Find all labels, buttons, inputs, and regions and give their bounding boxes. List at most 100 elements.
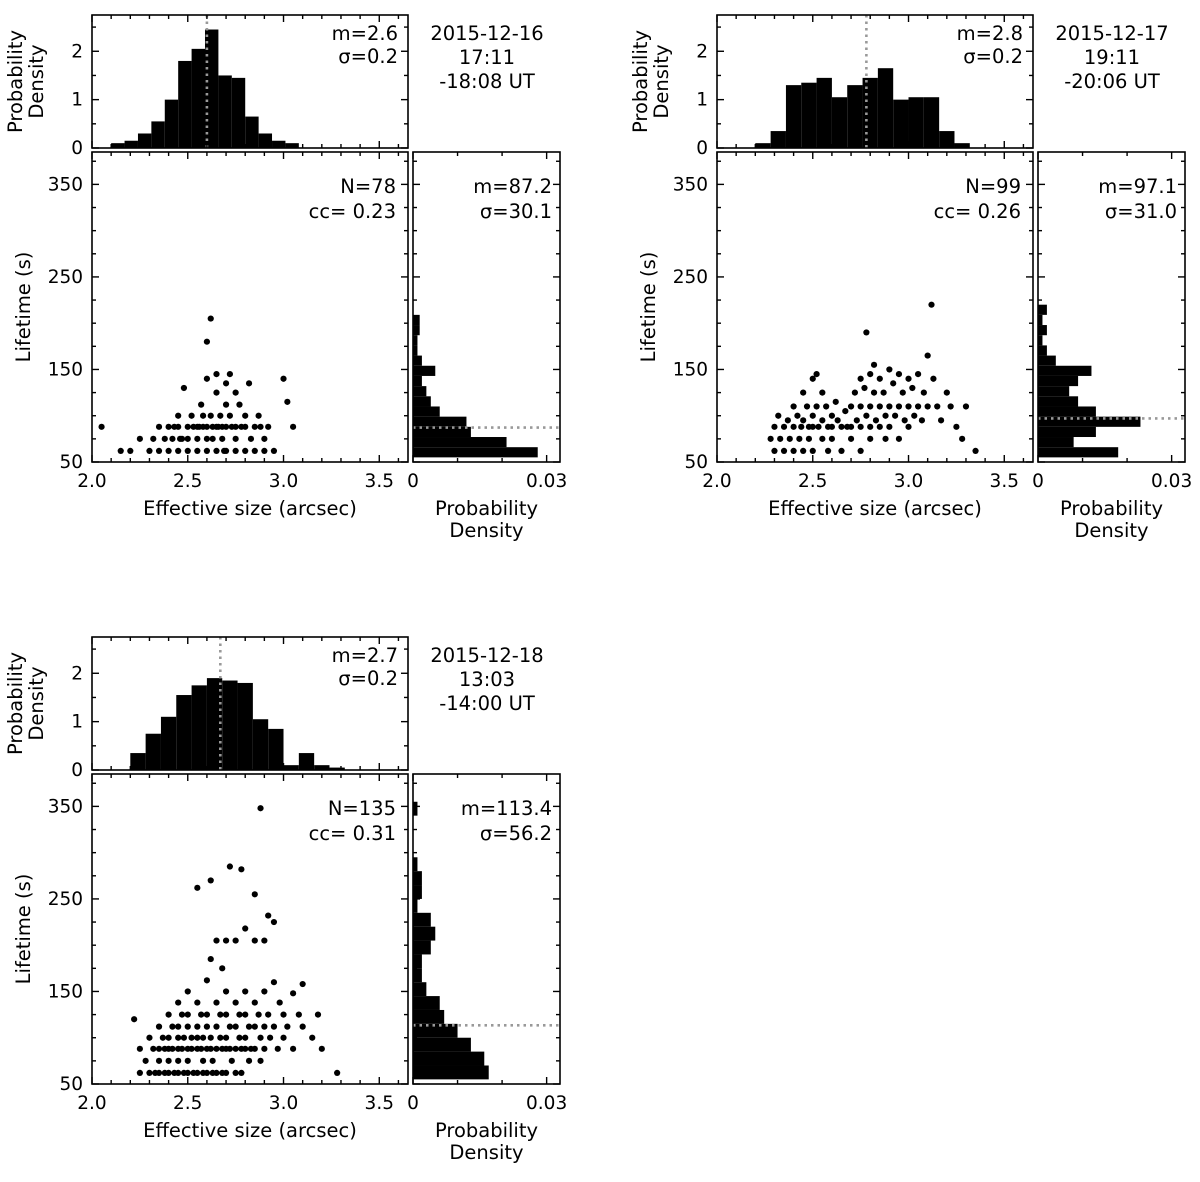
lifetime-histogram-bar bbox=[1038, 426, 1096, 438]
density-x-tick-label: 0.03 bbox=[526, 1093, 567, 1114]
scatter-point bbox=[928, 301, 935, 308]
scatter-point bbox=[790, 403, 797, 410]
sample-count-annotation: N=99 bbox=[965, 175, 1021, 198]
lifetime-mean-annotation: m=87.2 bbox=[473, 175, 552, 198]
scatter-point bbox=[819, 389, 826, 396]
scatter-point bbox=[242, 1034, 249, 1041]
scatter-point bbox=[217, 1011, 224, 1018]
scatter-point bbox=[242, 1011, 249, 1018]
scatter-point bbox=[207, 315, 214, 322]
scatter-point bbox=[295, 1011, 302, 1018]
scatter-point bbox=[959, 435, 966, 442]
scatter-point bbox=[872, 417, 880, 424]
scatter-point bbox=[175, 999, 182, 1006]
scatter-point bbox=[815, 423, 822, 430]
scatter-point bbox=[289, 990, 297, 997]
scatter-point bbox=[255, 412, 262, 419]
lifetime-histogram-bar bbox=[413, 1051, 485, 1066]
scatter-point bbox=[175, 412, 182, 419]
size-hist-axes-box bbox=[716, 14, 1034, 149]
scatter-point bbox=[251, 423, 258, 430]
scatter-point bbox=[236, 1034, 243, 1041]
scatter-point bbox=[188, 1034, 195, 1041]
size-histogram-bar bbox=[191, 685, 207, 770]
scatter-point bbox=[255, 1011, 262, 1018]
density-tick-label: 0 bbox=[71, 760, 83, 781]
density-tick-label: 0 bbox=[696, 138, 708, 159]
x-tick-label: 2.0 bbox=[702, 471, 731, 492]
scatter-point bbox=[155, 447, 163, 454]
size-histogram-bar bbox=[178, 60, 192, 149]
scatter-point bbox=[178, 435, 186, 442]
scatter-point bbox=[222, 447, 230, 454]
lifetime-histogram-bar bbox=[1038, 365, 1092, 376]
lifetime-histogram-bar bbox=[413, 1065, 489, 1080]
lifetime-histogram-bar bbox=[413, 355, 422, 366]
size-histogram-bar bbox=[268, 728, 284, 770]
scatter-point bbox=[203, 1011, 211, 1018]
x-axis-label: Effective size (arcsec) bbox=[143, 497, 357, 520]
scatter-point bbox=[880, 389, 887, 396]
lifetime-histogram-bar bbox=[413, 416, 467, 427]
scatter-point bbox=[261, 1023, 268, 1030]
x-tick-label: 2.0 bbox=[77, 471, 106, 492]
scatter-point bbox=[832, 398, 839, 405]
size-histogram-bar bbox=[954, 143, 970, 148]
scatter-point bbox=[895, 435, 903, 442]
scatter-point bbox=[217, 412, 224, 419]
scatter-point bbox=[194, 1023, 201, 1030]
density-tick-label: 1 bbox=[71, 712, 83, 733]
observation-date-annotation: 2015-12-18 bbox=[430, 644, 543, 667]
lifetime-histogram-bar bbox=[413, 1037, 471, 1052]
scatter-point bbox=[261, 447, 268, 454]
scatter-point bbox=[771, 423, 778, 430]
scatter-point bbox=[270, 918, 278, 926]
density-tick-label: 2 bbox=[696, 41, 708, 62]
right-density-axis-label: Probability bbox=[435, 497, 538, 520]
lifetime-histogram-bar bbox=[1038, 375, 1079, 387]
size-histogram-bar bbox=[258, 133, 273, 148]
density-tick-label: 0 bbox=[71, 138, 83, 159]
lifetime-histogram-bar bbox=[413, 365, 436, 376]
scatter-point bbox=[270, 447, 278, 454]
scatter-point bbox=[203, 1069, 211, 1076]
x-tick-label: 3.0 bbox=[269, 471, 298, 492]
scatter-point bbox=[876, 375, 883, 382]
scatter-point bbox=[953, 423, 960, 430]
scatter-point bbox=[930, 375, 937, 382]
scatter-point bbox=[188, 1045, 195, 1052]
scatter-point bbox=[901, 417, 908, 424]
scatter-point bbox=[784, 417, 791, 424]
size-histogram-bar bbox=[137, 133, 152, 148]
y-tick-label: 50 bbox=[59, 1074, 83, 1095]
scatter-point bbox=[909, 384, 916, 392]
scatter-point bbox=[265, 912, 272, 919]
scatter-point bbox=[175, 447, 182, 454]
observation-date-annotation: 17:11 bbox=[459, 46, 515, 69]
scatter-point bbox=[886, 423, 893, 430]
scatter-point bbox=[232, 937, 239, 944]
x-tick-label: 2.5 bbox=[798, 471, 827, 492]
scatter-point bbox=[217, 1034, 224, 1041]
correlation-annotation: cc= 0.23 bbox=[309, 200, 396, 223]
size-sigma-annotation: σ=0.2 bbox=[338, 667, 398, 690]
size-histogram-bar bbox=[145, 733, 161, 770]
scatter-point bbox=[280, 375, 287, 382]
scatter-point bbox=[309, 1034, 316, 1041]
scatter-point bbox=[905, 375, 912, 382]
scatter-point bbox=[222, 1034, 230, 1041]
size-histogram-bar bbox=[908, 97, 924, 148]
size-histogram-bar bbox=[893, 99, 909, 148]
scatter-point bbox=[165, 1057, 172, 1064]
scatter-point bbox=[261, 435, 268, 442]
scatter-point bbox=[803, 403, 811, 410]
scatter-point bbox=[289, 1045, 297, 1052]
scatter-point bbox=[236, 1011, 243, 1018]
scatter-point bbox=[226, 1045, 233, 1052]
scatter-point bbox=[265, 423, 272, 430]
observation-date-annotation: 2015-12-17 bbox=[1055, 22, 1168, 45]
scatter-point bbox=[203, 435, 211, 442]
scatter-point bbox=[198, 1045, 205, 1052]
scatter-point bbox=[155, 1069, 163, 1076]
right-density-axis-label: Density bbox=[1074, 519, 1148, 542]
